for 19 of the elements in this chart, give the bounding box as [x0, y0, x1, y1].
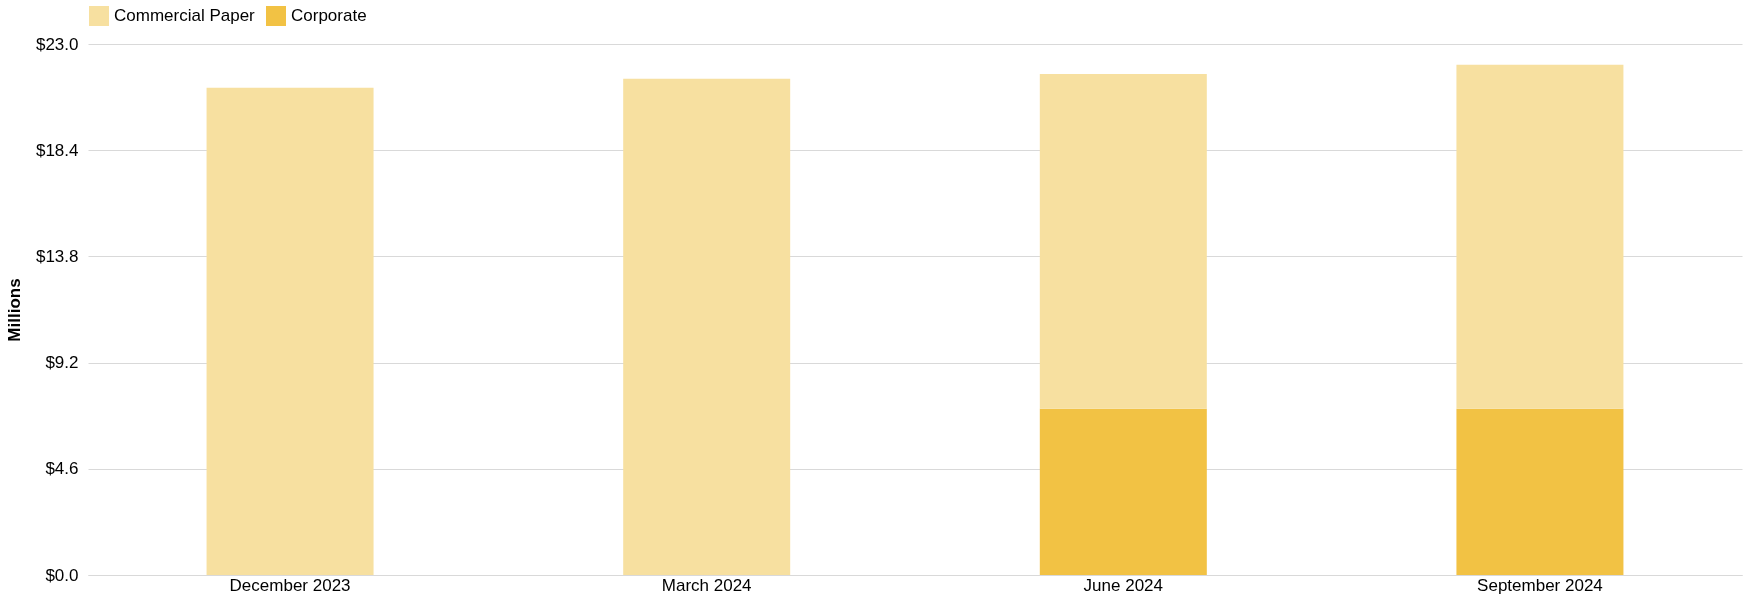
- y-tick-label: $18.4: [35, 140, 79, 160]
- bar: [623, 78, 791, 575]
- bar: [206, 87, 374, 575]
- bar: [1456, 64, 1624, 409]
- y-axis-title: Millions: [4, 278, 24, 342]
- x-tick-label: March 2024: [661, 575, 752, 595]
- x-tick-label: June 2024: [1083, 575, 1164, 595]
- x-tick-label: September 2024: [1477, 575, 1603, 595]
- y-tick-label: $9.2: [45, 353, 79, 373]
- x-tick-label: December 2023: [229, 575, 351, 595]
- y-tick-label: $0.0: [45, 565, 79, 585]
- bar: [1039, 408, 1207, 575]
- bar: [1039, 74, 1207, 409]
- y-tick-label: $13.8: [35, 246, 79, 266]
- y-tick-label: $23.0: [35, 34, 79, 54]
- bar: [1456, 408, 1624, 575]
- legend-label: Corporate: [291, 6, 367, 25]
- legend-label: Commercial Paper: [114, 6, 256, 25]
- y-tick-label: $4.6: [45, 459, 79, 479]
